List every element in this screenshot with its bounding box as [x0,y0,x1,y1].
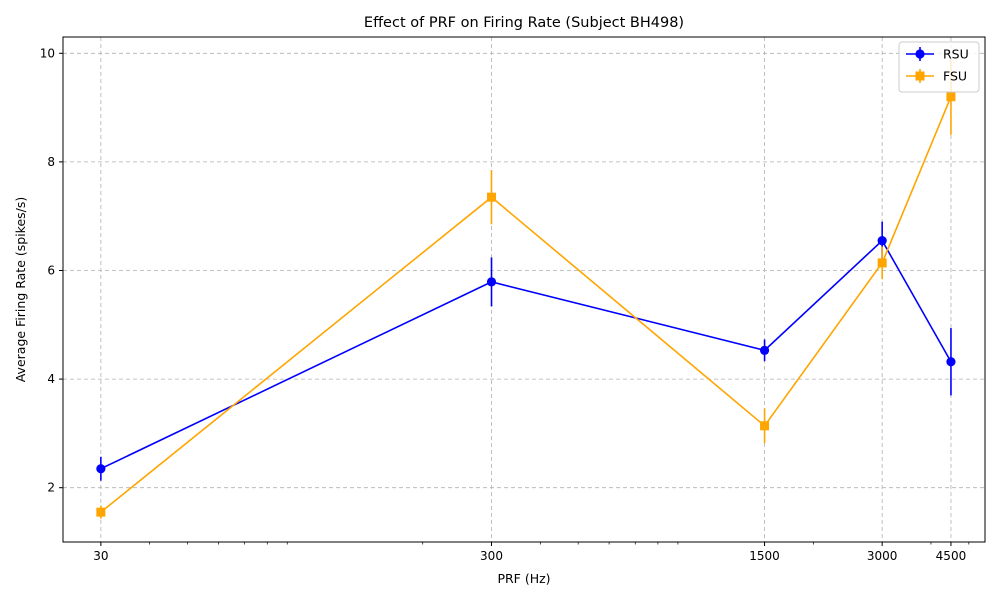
legend-label-rsu: RSU [943,47,969,62]
fsu-point [96,507,106,517]
y-tick-label: 10 [40,46,55,60]
axis-ticks: 30 300 1500 3000 4500 2 4 6 8 10 [40,46,970,563]
rsu-point [486,277,497,287]
x-tick-label: 4500 [936,549,967,563]
y-tick-label: 6 [47,263,55,277]
rsu-point [759,345,770,355]
x-tick-label: 3000 [867,549,898,563]
y-tick-label: 8 [47,155,55,169]
rsu-series [96,221,956,481]
fsu-point [946,92,956,102]
legend: RSU FSU [898,41,980,93]
y-tick-label: 2 [47,481,55,495]
x-tick-label: 300 [480,549,503,563]
legend-marker-fsu [915,71,925,81]
legend-marker-rsu [915,49,925,59]
legend-label-fsu: FSU [943,69,967,84]
rsu-point [877,236,887,246]
fsu-point [487,192,497,202]
y-axis-label: Average Firing Rate (spikes/s) [13,197,28,383]
plot-frame [62,36,986,543]
x-tick-label: 30 [93,549,108,563]
plot-series [96,58,956,519]
x-tick-label: 1500 [749,549,780,563]
fsu-point [877,258,887,268]
rsu-point [946,357,956,367]
rsu-point [96,464,106,474]
x-axis-label: PRF (Hz) [497,571,550,586]
fsu-point [760,421,770,431]
fsu-series [96,58,956,519]
y-tick-label: 4 [47,372,55,386]
chart-title: Effect of PRF on Firing Rate (Subject BH… [364,15,684,31]
